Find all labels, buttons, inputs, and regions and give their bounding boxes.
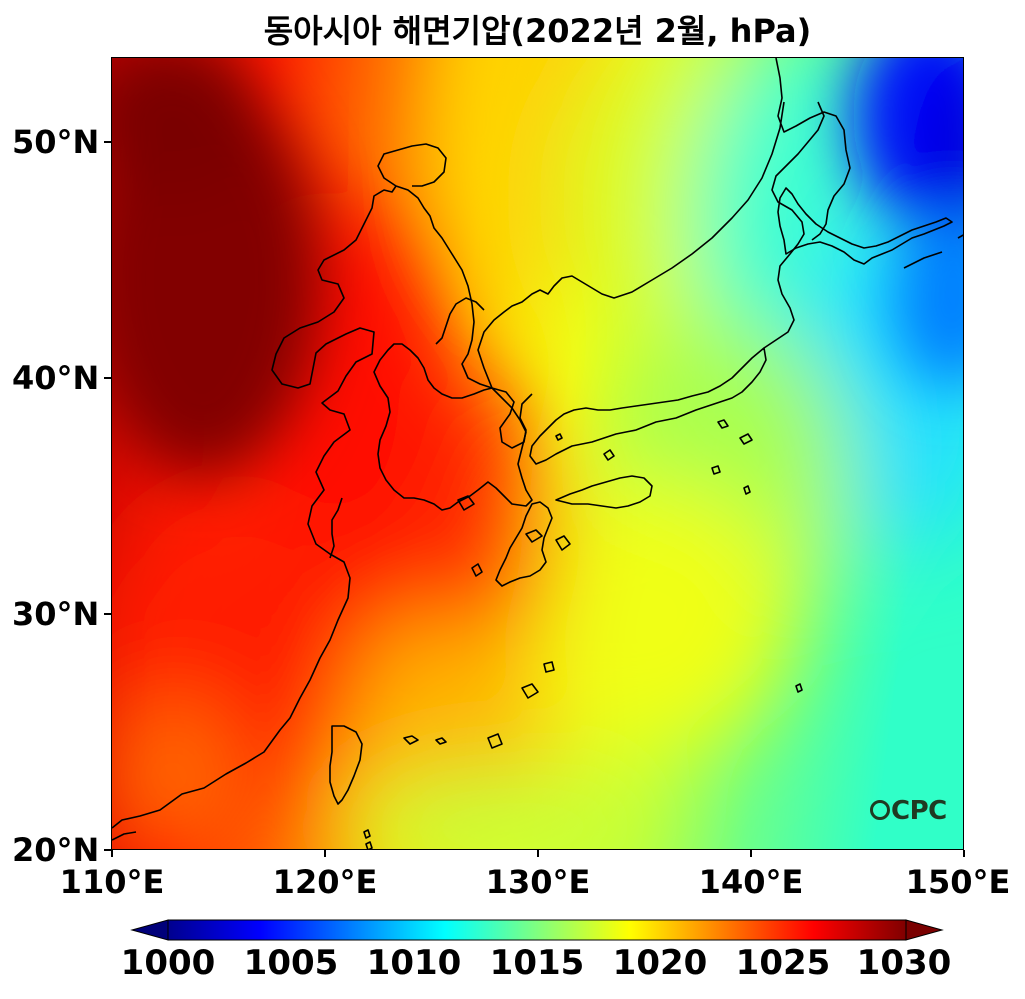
lon-tick-mark [963,850,965,857]
colorbar-label-1020: 1020 [612,943,708,983]
coastlines [112,58,963,849]
lon-tick-mark [750,850,752,857]
cpc-logo-text: CPC [891,796,947,826]
colorbar-min-extend [130,919,169,941]
lat-tick-40: 40°N [12,359,100,397]
colorbar-label-1025: 1025 [735,943,831,983]
lon-tick-mark [324,850,326,857]
lon-tick-130: 130°E [485,863,591,901]
lon-tick-140: 140°E [698,863,804,901]
lon-tick-mark [111,850,113,857]
lat-tick-mark [104,849,111,851]
map-title: 동아시아 해면기압(2022년 2월, hPa) [263,12,812,50]
lat-tick-mark [104,141,111,143]
cpc-logo: CPC [870,796,947,826]
colorbar-label-1010: 1010 [366,943,462,983]
cpc-logo-ring-icon [870,800,890,820]
lat-tick-20: 20°N [12,831,100,869]
lat-tick-50: 50°N [12,123,100,161]
colorbar-max-extend [905,919,944,941]
colorbar-label-1030: 1030 [856,943,952,983]
colorbar-label-1005: 1005 [243,943,339,983]
lon-tick-120: 120°E [272,863,378,901]
colorbar [130,919,944,941]
lat-tick-30: 30°N [12,595,100,633]
lat-tick-mark [104,377,111,379]
pressure-map [111,57,964,850]
lat-tick-mark [104,613,111,615]
colorbar-label-1000: 1000 [120,943,216,983]
colorbar-gradient [167,919,907,941]
pressure-field-svg [112,58,963,849]
lon-tick-150: 150°E [905,863,1011,901]
lon-tick-mark [537,850,539,857]
colorbar-label-1015: 1015 [489,943,585,983]
lon-tick-110: 110°E [59,863,165,901]
